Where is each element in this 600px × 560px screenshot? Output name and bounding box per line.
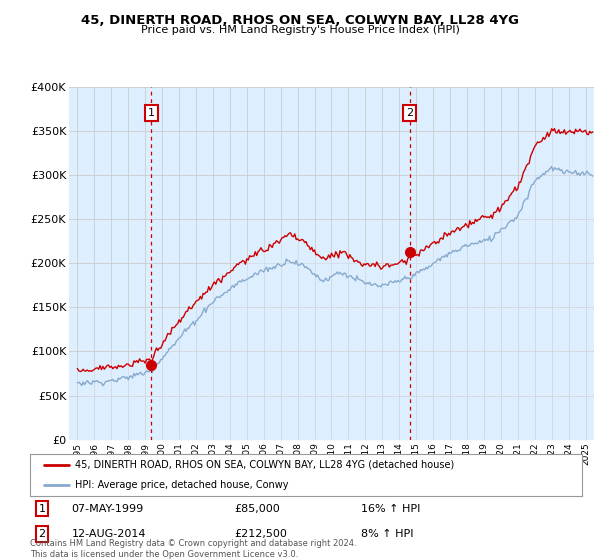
Text: 1: 1 bbox=[38, 503, 46, 514]
Text: Price paid vs. HM Land Registry's House Price Index (HPI): Price paid vs. HM Land Registry's House … bbox=[140, 25, 460, 35]
Text: HPI: Average price, detached house, Conwy: HPI: Average price, detached house, Conw… bbox=[75, 480, 289, 489]
Text: 1: 1 bbox=[148, 108, 155, 118]
Text: 2: 2 bbox=[406, 108, 413, 118]
Text: 45, DINERTH ROAD, RHOS ON SEA, COLWYN BAY, LL28 4YG (detached house): 45, DINERTH ROAD, RHOS ON SEA, COLWYN BA… bbox=[75, 460, 455, 469]
Text: 12-AUG-2014: 12-AUG-2014 bbox=[71, 529, 146, 539]
Text: 45, DINERTH ROAD, RHOS ON SEA, COLWYN BAY, LL28 4YG: 45, DINERTH ROAD, RHOS ON SEA, COLWYN BA… bbox=[81, 14, 519, 27]
Text: £212,500: £212,500 bbox=[234, 529, 287, 539]
Text: Contains HM Land Registry data © Crown copyright and database right 2024.
This d: Contains HM Land Registry data © Crown c… bbox=[30, 539, 356, 559]
Text: £85,000: £85,000 bbox=[234, 503, 280, 514]
Text: 07-MAY-1999: 07-MAY-1999 bbox=[71, 503, 143, 514]
Text: 16% ↑ HPI: 16% ↑ HPI bbox=[361, 503, 421, 514]
Text: 8% ↑ HPI: 8% ↑ HPI bbox=[361, 529, 414, 539]
Text: 2: 2 bbox=[38, 529, 46, 539]
